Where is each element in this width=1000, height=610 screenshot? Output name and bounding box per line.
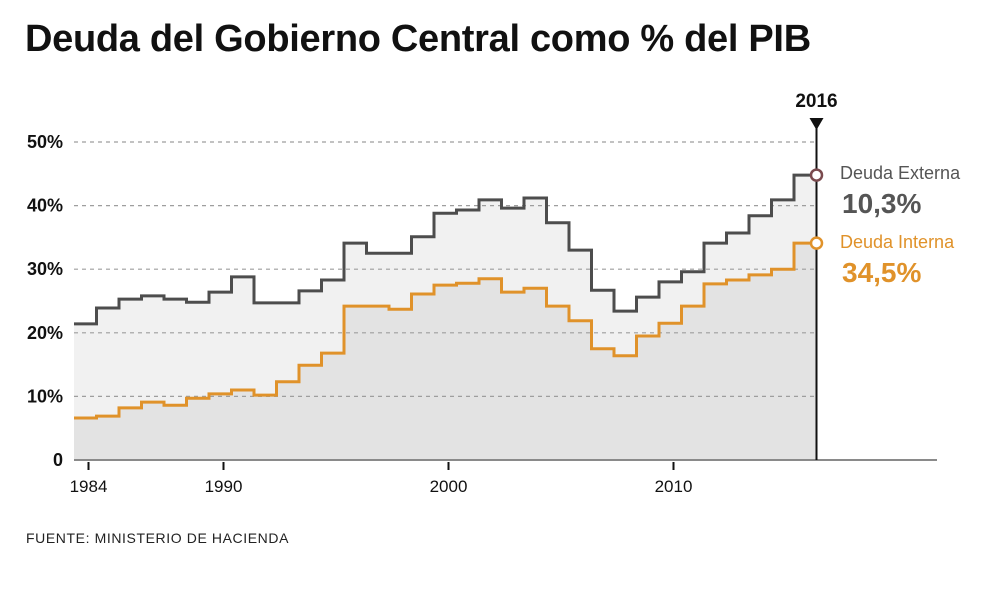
legend: Deuda Externa 10,3% Deuda Interna 34,5% xyxy=(840,163,961,288)
legend-interna-name: Deuda Interna xyxy=(840,232,955,252)
point-externa xyxy=(809,168,824,182)
area-fills xyxy=(74,175,817,460)
series-lines xyxy=(74,173,817,420)
x-tick-label: 1984 xyxy=(70,477,108,496)
point-interna xyxy=(809,236,824,250)
series-line-interna xyxy=(74,241,817,420)
y-tick-label: 50% xyxy=(27,132,63,152)
legend-externa-name: Deuda Externa xyxy=(840,163,961,183)
year-marker: 2016 xyxy=(795,91,838,460)
y-tick-label: 40% xyxy=(27,196,63,216)
series-line-total xyxy=(74,173,817,326)
y-tick-label: 0 xyxy=(53,450,63,470)
source-note: FUENTE: MINISTERIO DE HACIENDA xyxy=(26,530,290,546)
area-interna xyxy=(74,243,817,460)
y-axis-ticks: 0 10% 20% 30% 40% 50% xyxy=(27,132,63,470)
marker-year-label: 2016 xyxy=(795,91,837,112)
x-tick-label: 2010 xyxy=(655,477,693,496)
gridlines xyxy=(74,141,817,397)
marker-triangle-icon xyxy=(809,118,824,130)
chart-title: Deuda del Gobierno Central como % del PI… xyxy=(25,18,811,60)
y-tick-label: 10% xyxy=(27,386,63,406)
y-tick-label: 30% xyxy=(27,259,63,279)
legend-externa-value: 10,3% xyxy=(842,188,921,219)
x-axis-ticks: 1984 1990 2000 2010 xyxy=(70,462,693,496)
x-tick-label: 2000 xyxy=(430,477,468,496)
legend-interna-value: 34,5% xyxy=(842,257,921,288)
x-tick-label: 1990 xyxy=(205,477,243,496)
y-tick-label: 20% xyxy=(27,323,63,343)
